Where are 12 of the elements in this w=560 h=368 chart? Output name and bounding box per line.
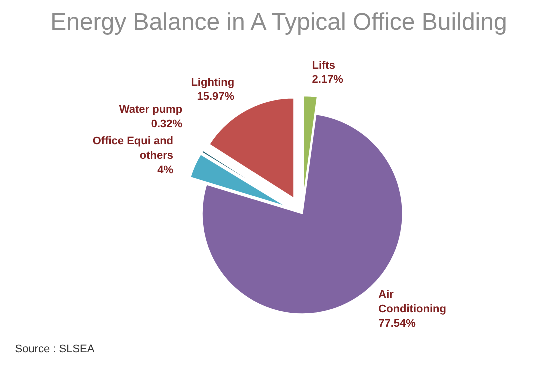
source-note: Source : SLSEA	[15, 343, 96, 356]
slice-label: Lighting	[191, 76, 235, 89]
slice-label: Air Conditioning	[378, 289, 446, 316]
chart-title: Energy Balance in A Typical Office Building	[50, 9, 508, 36]
data-label: 2.17%	[312, 74, 344, 86]
slice-label: Lifts	[312, 60, 336, 72]
data-label: 4%	[158, 164, 174, 177]
data-label: 0.32%	[151, 118, 183, 130]
slice-label: Office Equi and others	[92, 136, 174, 162]
data-label: 15.97%	[197, 91, 235, 104]
slice-label: Water pump	[119, 104, 183, 116]
data-label: 77.54%	[378, 318, 416, 330]
